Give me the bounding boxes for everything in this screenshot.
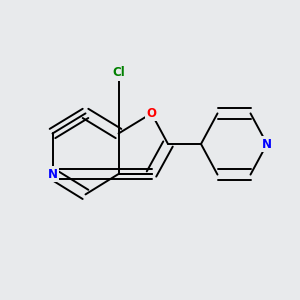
- Text: N: N: [47, 167, 58, 181]
- Text: Cl: Cl: [112, 66, 125, 80]
- Text: O: O: [146, 107, 157, 120]
- Text: N: N: [262, 137, 272, 151]
